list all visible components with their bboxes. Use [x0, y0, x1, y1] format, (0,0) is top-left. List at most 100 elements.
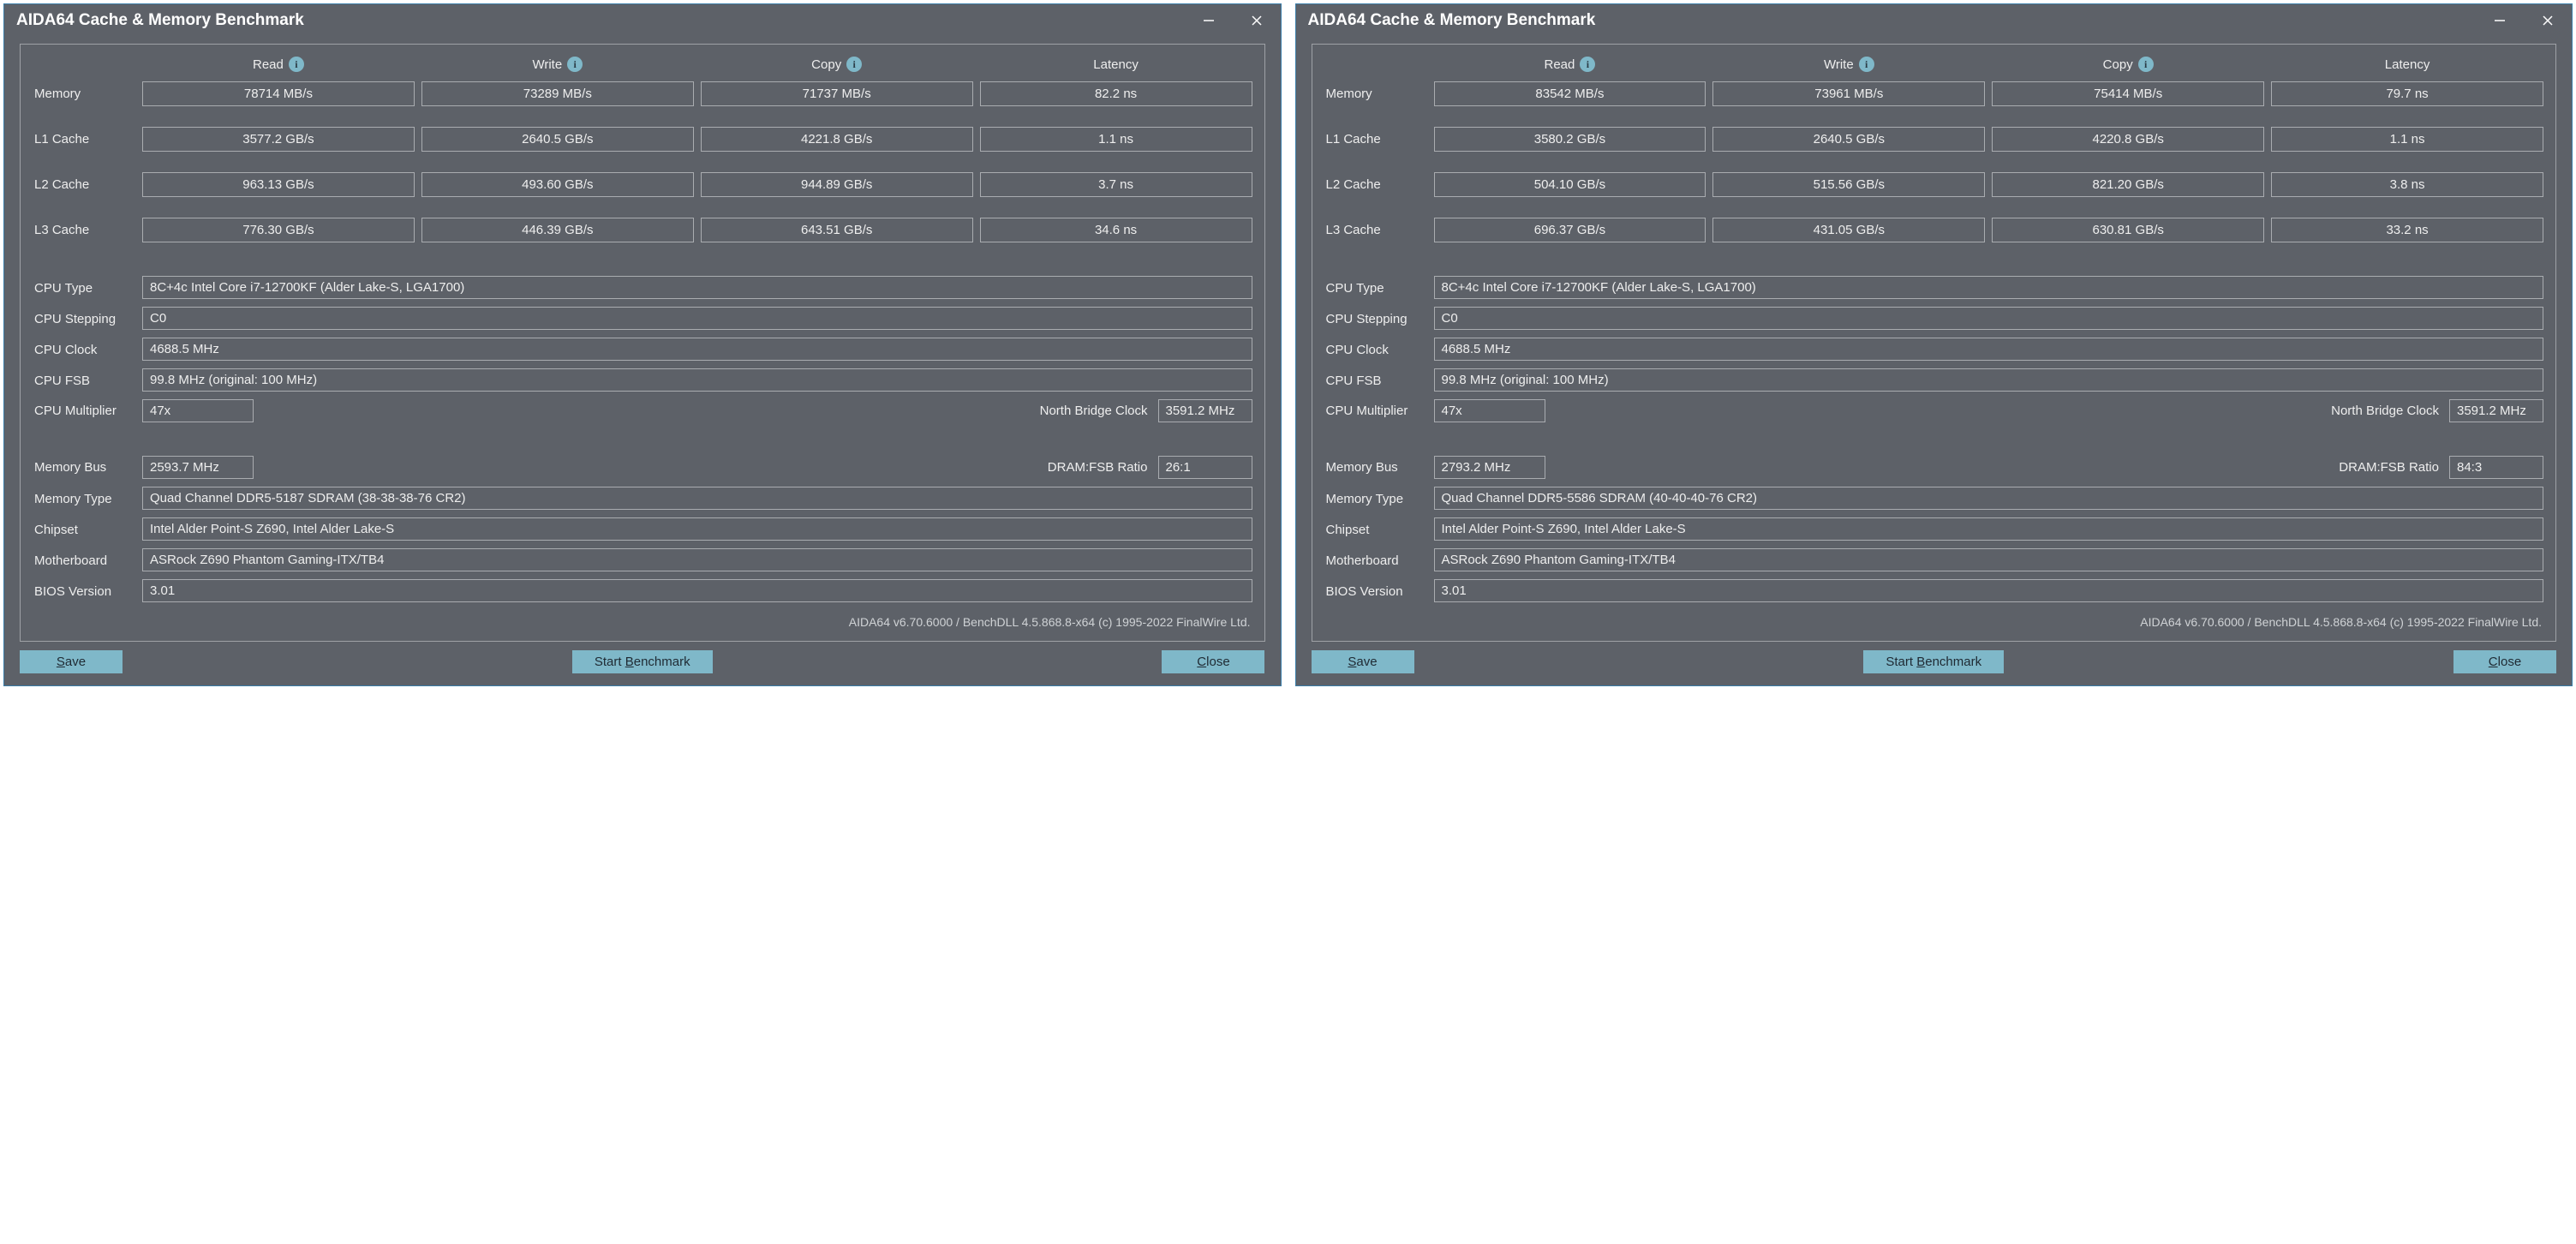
- info-icon[interactable]: i: [2138, 57, 2154, 72]
- bench-value[interactable]: 4221.8 GB/s: [701, 127, 973, 152]
- bench-row-label: Memory: [1324, 87, 1427, 101]
- bench-row: L2 Cache504.10 GB/s515.56 GB/s821.20 GB/…: [1324, 172, 2544, 197]
- bench-value[interactable]: 83542 MB/s: [1434, 81, 1706, 106]
- col-header-label: Copy: [2103, 57, 2133, 72]
- multiplier-label: CPU Multiplier: [1324, 404, 1427, 418]
- col-header-read: Readi: [142, 57, 415, 72]
- column-headers: ReadiWriteiCopyiLatency: [33, 55, 1252, 74]
- col-header-latency: Latency: [2271, 57, 2543, 72]
- save-button[interactable]: Save: [20, 650, 123, 673]
- col-header-label: Latency: [2385, 57, 2430, 72]
- bench-value[interactable]: 73289 MB/s: [421, 81, 694, 106]
- close-button[interactable]: Close: [1162, 650, 1264, 673]
- multiplier-value: 47x: [1434, 399, 1545, 422]
- bench-value[interactable]: 2640.5 GB/s: [421, 127, 694, 152]
- button-bar: Save Start Benchmark Close: [4, 642, 1281, 685]
- info-row: CPU SteppingC0: [1324, 307, 2544, 330]
- bench-value[interactable]: 821.20 GB/s: [1992, 172, 2264, 197]
- nb-clock-label: North Bridge Clock: [2310, 404, 2442, 418]
- bench-value[interactable]: 944.89 GB/s: [701, 172, 973, 197]
- info-row: CPU FSB99.8 MHz (original: 100 MHz): [1324, 368, 2544, 392]
- bench-value[interactable]: 71737 MB/s: [701, 81, 973, 106]
- bench-value[interactable]: 3.8 ns: [2271, 172, 2543, 197]
- bench-value[interactable]: 963.13 GB/s: [142, 172, 415, 197]
- bench-value[interactable]: 3577.2 GB/s: [142, 127, 415, 152]
- info-label: Motherboard: [1324, 552, 1427, 568]
- info-row: MotherboardASRock Z690 Phantom Gaming-IT…: [33, 548, 1252, 571]
- results-panel: ReadiWriteiCopyiLatencyMemory83542 MB/s7…: [1312, 44, 2557, 642]
- bench-value[interactable]: 79.7 ns: [2271, 81, 2543, 106]
- bench-value[interactable]: 34.6 ns: [980, 218, 1252, 242]
- info-label: CPU Type: [33, 279, 135, 296]
- info-label: Motherboard: [33, 552, 135, 568]
- bench-value[interactable]: 82.2 ns: [980, 81, 1252, 106]
- ratio-value: 84:3: [2449, 456, 2543, 479]
- info-value: 4688.5 MHz: [1434, 338, 2544, 361]
- bench-row-label: L1 Cache: [1324, 132, 1427, 147]
- bench-value[interactable]: 446.39 GB/s: [421, 218, 694, 242]
- info-row: CPU Type8C+4c Intel Core i7-12700KF (Ald…: [1324, 276, 2544, 299]
- bench-value[interactable]: 4220.8 GB/s: [1992, 127, 2264, 152]
- bench-value[interactable]: 78714 MB/s: [142, 81, 415, 106]
- info-row: CPU SteppingC0: [33, 307, 1252, 330]
- column-headers: ReadiWriteiCopyiLatency: [1324, 55, 2544, 74]
- version-footer: AIDA64 v6.70.6000 / BenchDLL 4.5.868.8-x…: [1324, 610, 2544, 629]
- multiplier-row: CPU Multiplier47xNorth Bridge Clock3591.…: [33, 399, 1252, 422]
- ratio-value: 26:1: [1158, 456, 1252, 479]
- info-value: 99.8 MHz (original: 100 MHz): [142, 368, 1252, 392]
- titlebar: AIDA64 Cache & Memory Benchmark: [1296, 4, 2573, 35]
- info-row: CPU FSB99.8 MHz (original: 100 MHz): [33, 368, 1252, 392]
- info-row: ChipsetIntel Alder Point-S Z690, Intel A…: [33, 517, 1252, 541]
- nb-clock-value: 3591.2 MHz: [1158, 399, 1252, 422]
- info-label: CPU Stepping: [33, 310, 135, 326]
- save-button[interactable]: Save: [1312, 650, 1414, 673]
- info-icon[interactable]: i: [289, 57, 304, 72]
- ratio-label: DRAM:FSB Ratio: [2331, 460, 2442, 475]
- col-header-label: Write: [1824, 57, 1854, 72]
- bench-value[interactable]: 630.81 GB/s: [1992, 218, 2264, 242]
- close-icon[interactable]: [2536, 11, 2560, 30]
- col-header-label: Latency: [1093, 57, 1139, 72]
- info-label: CPU Type: [1324, 279, 1427, 296]
- bench-value[interactable]: 1.1 ns: [980, 127, 1252, 152]
- window-title: AIDA64 Cache & Memory Benchmark: [16, 11, 304, 30]
- info-icon[interactable]: i: [1580, 57, 1595, 72]
- bench-value[interactable]: 2640.5 GB/s: [1712, 127, 1985, 152]
- bench-value[interactable]: 3.7 ns: [980, 172, 1252, 197]
- bench-value[interactable]: 696.37 GB/s: [1434, 218, 1706, 242]
- info-value: 99.8 MHz (original: 100 MHz): [1434, 368, 2544, 392]
- bench-value[interactable]: 515.56 GB/s: [1712, 172, 1985, 197]
- info-value: Quad Channel DDR5-5586 SDRAM (40-40-40-7…: [1434, 487, 2544, 510]
- col-header-label: Read: [253, 57, 284, 72]
- bench-value[interactable]: 33.2 ns: [2271, 218, 2543, 242]
- close-icon[interactable]: [1245, 11, 1269, 30]
- bench-row-label: L2 Cache: [33, 177, 135, 192]
- minimize-icon[interactable]: [2488, 11, 2512, 30]
- bench-value[interactable]: 3580.2 GB/s: [1434, 127, 1706, 152]
- start-benchmark-button[interactable]: Start Benchmark: [572, 650, 713, 673]
- info-icon[interactable]: i: [567, 57, 583, 72]
- bench-row-label: Memory: [33, 87, 135, 101]
- info-value: C0: [1434, 307, 2544, 330]
- bench-value[interactable]: 73961 MB/s: [1712, 81, 1985, 106]
- info-icon[interactable]: i: [1859, 57, 1874, 72]
- col-header-copy: Copyi: [1992, 57, 2264, 72]
- bench-value[interactable]: 431.05 GB/s: [1712, 218, 1985, 242]
- bench-row: L3 Cache696.37 GB/s431.05 GB/s630.81 GB/…: [1324, 218, 2544, 242]
- close-button[interactable]: Close: [2453, 650, 2556, 673]
- start-benchmark-button[interactable]: Start Benchmark: [1863, 650, 2004, 673]
- info-label: Memory Type: [33, 490, 135, 506]
- col-header-copy: Copyi: [701, 57, 973, 72]
- minimize-icon[interactable]: [1197, 11, 1221, 30]
- info-icon[interactable]: i: [846, 57, 862, 72]
- membus-value: 2593.7 MHz: [142, 456, 254, 479]
- bench-value[interactable]: 1.1 ns: [2271, 127, 2543, 152]
- bench-value[interactable]: 776.30 GB/s: [142, 218, 415, 242]
- bench-value[interactable]: 643.51 GB/s: [701, 218, 973, 242]
- multiplier-value: 47x: [142, 399, 254, 422]
- multiplier-row: CPU Multiplier47xNorth Bridge Clock3591.…: [1324, 399, 2544, 422]
- bench-value[interactable]: 504.10 GB/s: [1434, 172, 1706, 197]
- bench-value[interactable]: 75414 MB/s: [1992, 81, 2264, 106]
- info-value: Intel Alder Point-S Z690, Intel Alder La…: [1434, 517, 2544, 541]
- bench-value[interactable]: 493.60 GB/s: [421, 172, 694, 197]
